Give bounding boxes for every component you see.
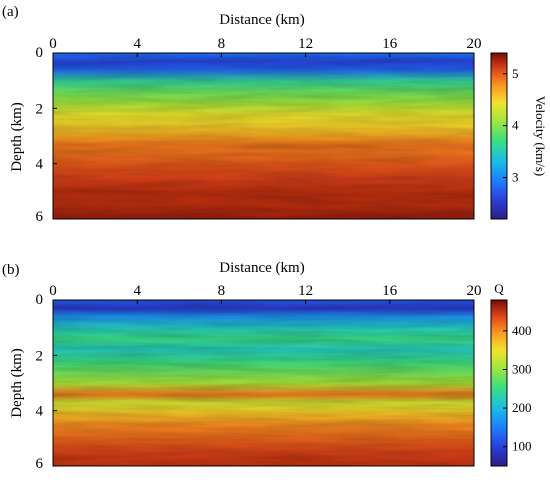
colorbar-tick-label: 200 [512, 400, 532, 415]
depth-band [53, 177, 474, 192]
y-axis-title-b: Depth (km) [9, 348, 25, 418]
x-tick-label: 8 [218, 36, 226, 52]
depth-band [53, 300, 474, 309]
y-tick-label: 4 [36, 404, 44, 420]
x-tick-label: 0 [49, 36, 57, 52]
depth-band [53, 113, 474, 126]
depth-band [53, 91, 474, 104]
x-tick-label: 4 [133, 283, 141, 299]
q-colorbar: 100 200 300 400 Q [490, 281, 532, 467]
colorbar-tick-label: 4 [512, 118, 519, 133]
depth-band [53, 327, 474, 340]
depth-band [53, 360, 474, 373]
colorbar-title-b: Q [494, 281, 504, 296]
y-ticks-b: 0 2 4 6 [36, 292, 57, 472]
y-tick-label: 2 [36, 348, 44, 364]
x-tick-label: 12 [298, 283, 313, 299]
x-tick-label: 8 [218, 283, 226, 299]
colorbar-tick-label: 100 [512, 439, 532, 454]
depth-band [53, 136, 474, 145]
depth-band [53, 371, 474, 384]
panel-label-a: (a) [2, 4, 19, 20]
depth-band [53, 80, 474, 93]
depth-band [53, 152, 474, 165]
depth-band [53, 102, 474, 115]
y-tick-label: 0 [36, 292, 44, 308]
depth-band [53, 410, 474, 425]
depth-band [53, 61, 474, 71]
colorbar-tick-label: 5 [512, 66, 519, 81]
q-panel: (b) Distance (km) Depth (km) 0 4 8 12 16 20 0… [2, 260, 532, 472]
plot-frame-a [52, 52, 475, 220]
depth-band [53, 308, 474, 318]
colorbar-ticks-a: 3 4 5 [503, 66, 519, 185]
depth-band [53, 438, 474, 453]
x-tick-label: 16 [382, 283, 398, 299]
depth-band [53, 316, 474, 329]
depth-band [53, 383, 474, 395]
colorbar-tick-label: 400 [512, 323, 532, 338]
y-tick-label: 6 [36, 209, 44, 225]
colorbar-tick-label: 300 [512, 361, 532, 376]
colorbar-gradient-b [490, 299, 508, 467]
depth-band [53, 124, 474, 137]
velocity-layers [53, 53, 474, 220]
colorbar-title-a: Velocity (km/s) [533, 96, 548, 177]
y-tick-label: 0 [36, 45, 44, 61]
depth-band [53, 349, 474, 362]
x-axis-title-a: Distance (km) [219, 12, 304, 28]
y-tick-label: 6 [36, 456, 44, 472]
colorbar-ticks-b: 100 200 300 400 [503, 323, 532, 454]
plot-frame-b [52, 299, 475, 467]
y-axis-title-a: Depth (km) [9, 102, 25, 172]
x-tick-label: 16 [382, 36, 398, 52]
depth-band [53, 424, 474, 439]
y-tick-label: 2 [36, 101, 44, 117]
heatmap-area-b [52, 299, 475, 467]
panel-label-b: (b) [2, 262, 20, 278]
depth-band [53, 163, 474, 178]
depth-band [53, 191, 474, 206]
colorbar-tick-label: 3 [512, 170, 519, 185]
x-axis-title-b: Distance (km) [219, 260, 304, 276]
x-tick-label: 0 [49, 283, 57, 299]
velocity-colorbar: 3 4 5 Velocity (km/s) [490, 52, 548, 220]
y-ticks-a: 0 2 4 6 [36, 45, 57, 225]
depth-band [53, 338, 474, 351]
x-tick-label: 20 [467, 36, 482, 52]
x-tick-label: 4 [133, 36, 141, 52]
depth-band [53, 402, 474, 412]
depth-band [53, 53, 474, 62]
x-ticks-a: 0 4 8 12 16 20 [49, 36, 482, 57]
depth-band [53, 394, 474, 403]
colorbar-gradient-a [490, 52, 508, 220]
depth-band [53, 452, 474, 467]
y-tick-label: 4 [36, 157, 44, 173]
velocity-panel: (a) Distance (km) Depth (km) 0 4 8 12 16 20 0… [2, 4, 548, 225]
q-layers [53, 300, 474, 467]
x-ticks-b: 0 4 8 12 16 20 [49, 283, 482, 304]
x-tick-label: 12 [298, 36, 313, 52]
depth-band [53, 69, 474, 82]
x-tick-label: 20 [467, 283, 482, 299]
heatmap-area-a [52, 52, 475, 220]
depth-band [53, 144, 474, 154]
depth-band [53, 205, 474, 220]
